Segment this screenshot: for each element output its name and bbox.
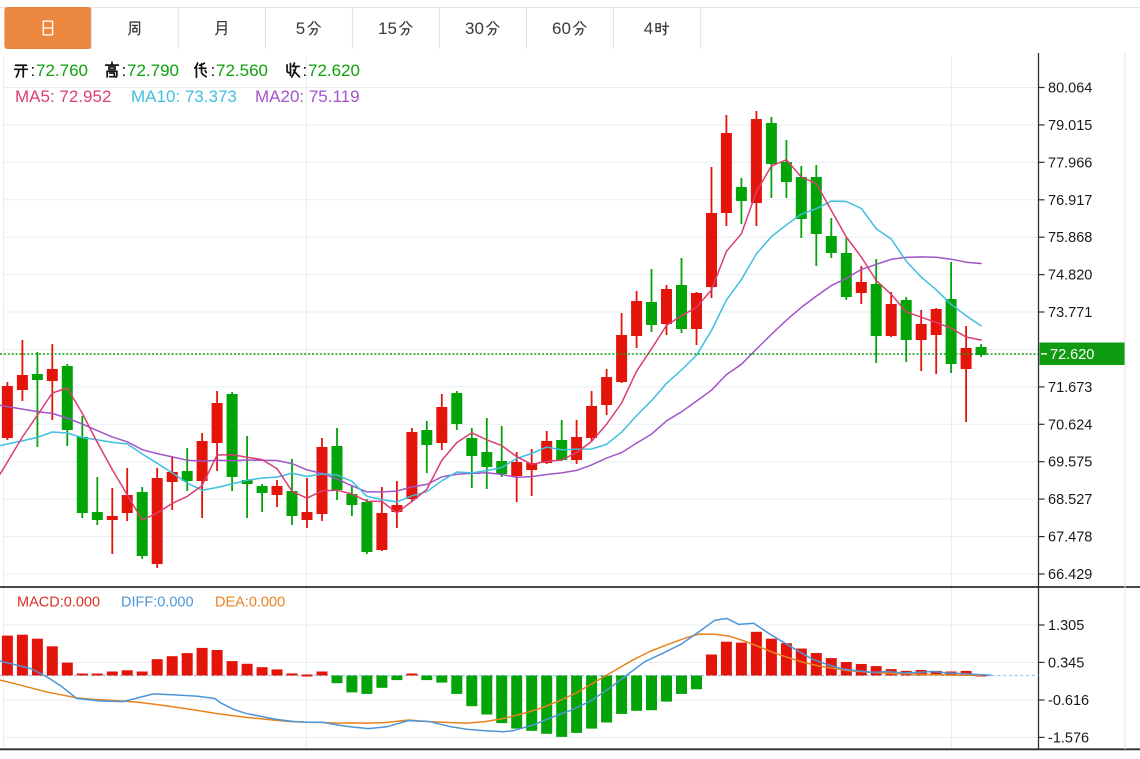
svg-text::: : [211, 61, 216, 80]
svg-text:30: 30 [465, 19, 484, 38]
svg-text:73.771: 73.771 [1048, 305, 1092, 321]
svg-text:71.673: 71.673 [1048, 380, 1092, 396]
svg-text:72.790: 72.790 [127, 61, 179, 80]
svg-text:70.624: 70.624 [1048, 417, 1092, 433]
svg-text:67.478: 67.478 [1048, 530, 1092, 546]
svg-text::: : [122, 61, 127, 80]
svg-text::: : [303, 61, 308, 80]
svg-text:MACD:0.000: MACD:0.000 [17, 595, 100, 611]
svg-text:0.345: 0.345 [1048, 655, 1084, 671]
svg-text:80.064: 80.064 [1048, 81, 1092, 97]
svg-text:69.575: 69.575 [1048, 455, 1092, 471]
svg-text:79.015: 79.015 [1048, 118, 1092, 134]
svg-text:MA10: 73.373: MA10: 73.373 [131, 87, 237, 106]
svg-text::: : [31, 61, 36, 80]
svg-text:68.527: 68.527 [1048, 492, 1092, 508]
svg-text:-1.576: -1.576 [1048, 730, 1089, 746]
svg-text:1.305: 1.305 [1048, 618, 1084, 634]
svg-text:MA5: 72.952: MA5: 72.952 [15, 87, 111, 106]
svg-text:4: 4 [644, 19, 653, 38]
svg-text:72.620: 72.620 [1050, 347, 1094, 363]
svg-text:66.429: 66.429 [1048, 567, 1092, 583]
svg-text:MA20: 75.119: MA20: 75.119 [255, 87, 360, 106]
svg-text:74.820: 74.820 [1048, 268, 1092, 284]
svg-text:77.966: 77.966 [1048, 155, 1092, 171]
svg-text:DEA:0.000: DEA:0.000 [215, 595, 285, 611]
svg-text:DIFF:0.000: DIFF:0.000 [121, 595, 194, 611]
svg-text:72.760: 72.760 [36, 61, 88, 80]
svg-text:15: 15 [378, 19, 397, 38]
svg-text:76.917: 76.917 [1048, 193, 1092, 209]
svg-text:5: 5 [296, 19, 305, 38]
svg-text:72.560: 72.560 [216, 61, 268, 80]
svg-text:60: 60 [552, 19, 571, 38]
svg-text:-0.616: -0.616 [1048, 693, 1089, 709]
svg-text:72.620: 72.620 [308, 61, 360, 80]
svg-text:75.868: 75.868 [1048, 230, 1092, 246]
